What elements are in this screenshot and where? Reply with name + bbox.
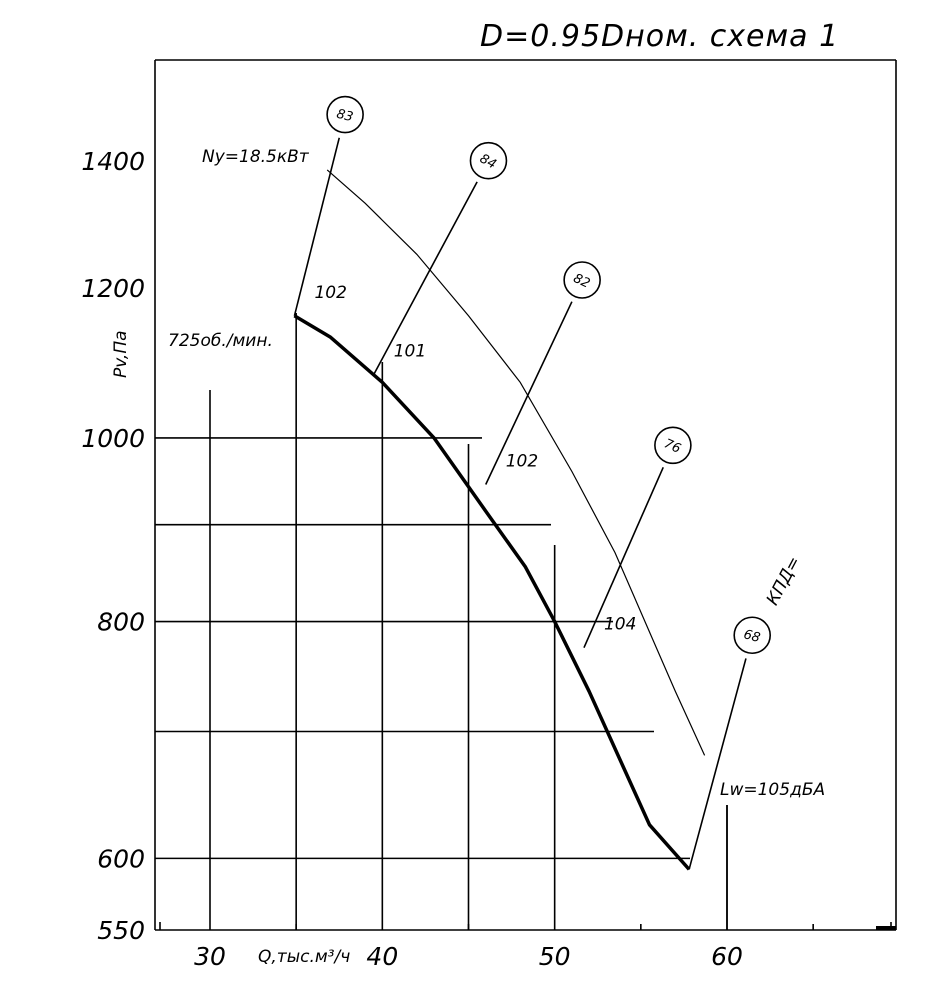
noise-level-label: 104 bbox=[604, 615, 636, 635]
efficiency-line bbox=[688, 658, 747, 870]
efficiency-circle bbox=[733, 616, 772, 655]
efficiency-line bbox=[485, 301, 573, 485]
noise-label: Lw=105дБА bbox=[720, 780, 825, 800]
efficiency-value: 83 bbox=[335, 107, 355, 126]
efficiency-circle bbox=[563, 261, 601, 299]
noise-level-label: 102 bbox=[314, 283, 346, 303]
pressure-curve bbox=[293, 314, 691, 871]
y-tick-label: 1400 bbox=[81, 147, 145, 176]
x-tick-label: 60 bbox=[711, 942, 743, 971]
power-curve bbox=[326, 169, 706, 756]
efficiency-label: КПД= bbox=[763, 553, 805, 609]
plot-frame bbox=[154, 59, 897, 931]
efficiency-circle bbox=[654, 426, 692, 465]
y-axis-label: Pv,Па bbox=[111, 330, 131, 378]
y-tick-label: 550 bbox=[97, 916, 145, 945]
grid bbox=[155, 313, 814, 930]
efficiency-value: 84 bbox=[477, 151, 499, 172]
y-tick-label: 600 bbox=[97, 844, 145, 873]
x-tick-label: 30 bbox=[194, 942, 226, 971]
efficiency-line bbox=[373, 181, 478, 375]
x-tick-label: 40 bbox=[366, 942, 398, 971]
speed-label: 725об./мин. bbox=[168, 331, 273, 351]
y-tick-label: 800 bbox=[97, 608, 145, 637]
labels-group: 550 600 800 1000 1200 1400 30 40 50 60 bbox=[81, 147, 743, 971]
noise-level-label: 102 bbox=[506, 452, 538, 472]
y-tick-label: 1200 bbox=[81, 274, 145, 303]
y-tick-label: 1000 bbox=[81, 424, 145, 453]
power-label: Ny=18.5кВт bbox=[202, 147, 310, 167]
efficiency-circle bbox=[326, 95, 364, 134]
noise-level-label: 101 bbox=[394, 342, 426, 362]
efficiency-line bbox=[583, 466, 664, 649]
series-group bbox=[293, 169, 706, 871]
chart-title: D=0.95Dном. схема 1 bbox=[480, 19, 839, 54]
efficiency-circle bbox=[469, 141, 508, 180]
efficiency-value: 76 bbox=[662, 436, 683, 456]
x-axis-label: Q,тыс.м³/ч bbox=[258, 947, 350, 967]
efficiency-line bbox=[293, 137, 341, 316]
efficiency-value: 82 bbox=[571, 271, 592, 292]
efficiency-value: 68 bbox=[742, 627, 762, 646]
x-tick-label: 50 bbox=[539, 942, 571, 971]
